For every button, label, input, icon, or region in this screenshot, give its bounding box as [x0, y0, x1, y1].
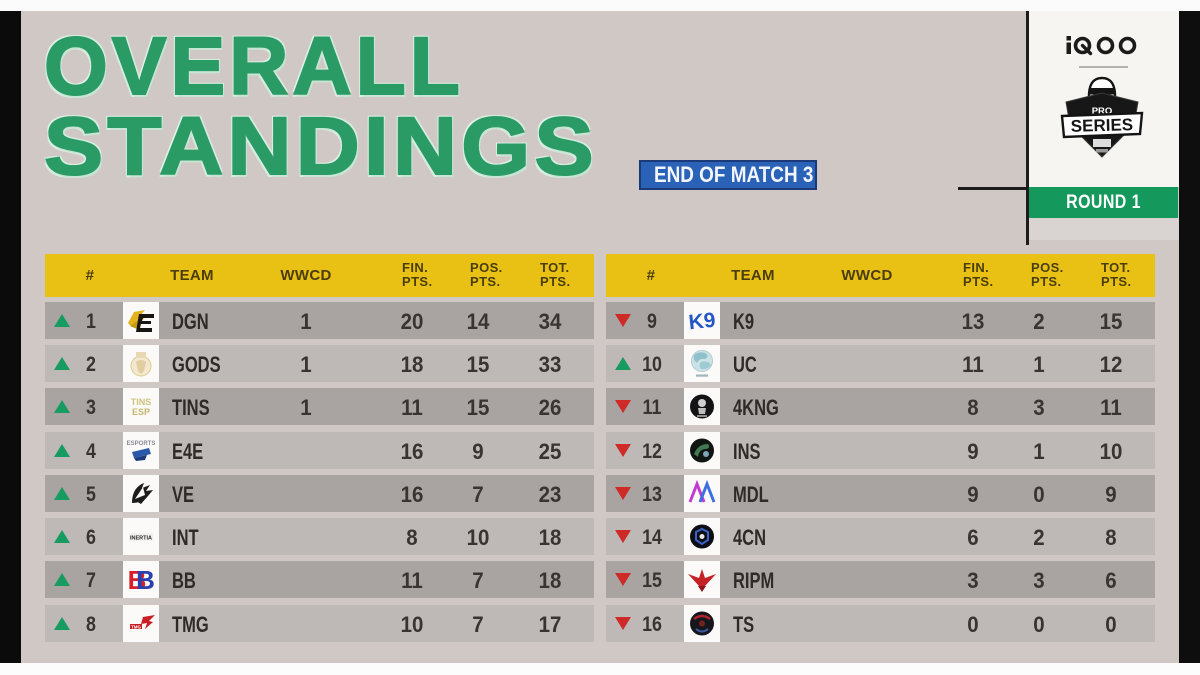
svg-text:B: B	[128, 565, 147, 595]
svg-text:TMG: TMG	[131, 624, 141, 629]
svg-text:ESPORTS: ESPORTS	[127, 441, 156, 447]
svg-text:ESP: ESP	[132, 407, 150, 417]
svg-text:SERIES: SERIES	[1071, 115, 1134, 136]
svg-text:PRO: PRO	[1092, 106, 1113, 117]
svg-text:TINS: TINS	[131, 397, 152, 407]
svg-text:B: B	[136, 565, 155, 595]
svg-text:INERTIA: INERTIA	[130, 536, 152, 542]
svg-text:K9: K9	[687, 309, 716, 335]
